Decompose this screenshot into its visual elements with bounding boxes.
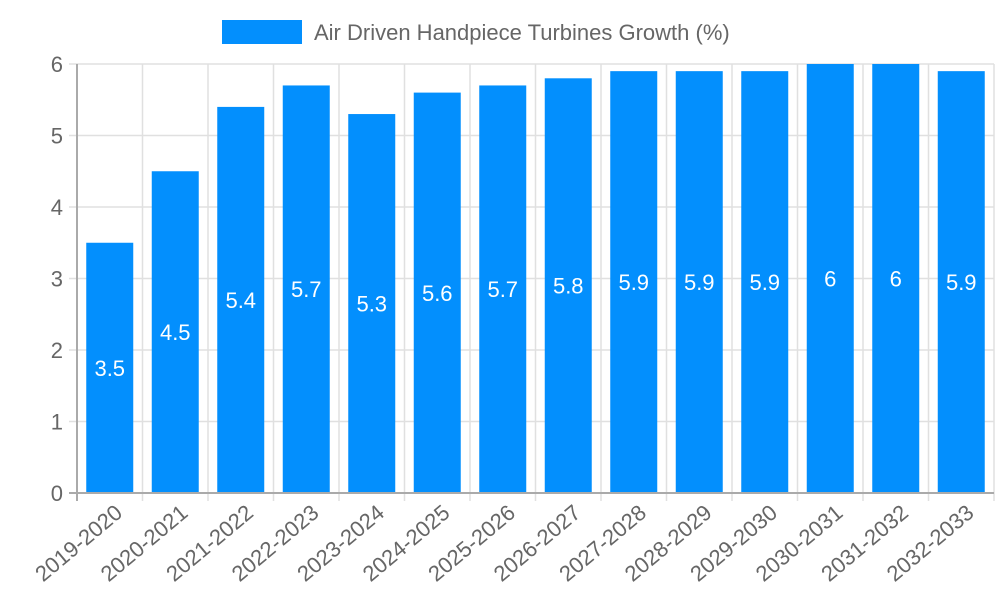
legend-swatch: [222, 20, 302, 44]
bar-value-label: 5.9: [618, 270, 649, 295]
bar[interactable]: [348, 114, 396, 494]
bar[interactable]: [675, 71, 723, 494]
y-tick-label: 0: [51, 481, 63, 506]
bar-value-label: 5.9: [946, 270, 977, 295]
bar[interactable]: [544, 78, 592, 494]
y-tick-label: 5: [51, 124, 63, 149]
bar[interactable]: [151, 171, 199, 493]
y-tick-label: 1: [51, 410, 63, 435]
bar-value-label: 3.5: [94, 356, 125, 381]
y-tick-label: 2: [51, 338, 63, 363]
bar[interactable]: [479, 85, 527, 493]
bar[interactable]: [610, 71, 658, 494]
y-tick-label: 3: [51, 267, 63, 292]
bar-value-label: 6: [890, 267, 902, 292]
bar-value-label: 5.7: [487, 277, 518, 302]
bar-value-label: 5.3: [356, 292, 387, 317]
bar-value-label: 4.5: [160, 320, 191, 345]
legend-label: Air Driven Handpiece Turbines Growth (%): [314, 20, 730, 45]
bar-value-label: 6: [824, 267, 836, 292]
bar[interactable]: [282, 85, 330, 493]
bar-value-label: 5.4: [225, 288, 256, 313]
bar[interactable]: [413, 92, 461, 493]
bar[interactable]: [217, 106, 265, 494]
bars: 3.5 4.5 5.4 5.7 5.3 5.6 5.7 5.8 5.9 5.9 5.9 6 6 5.9: [86, 64, 985, 494]
bar-value-label: 5.9: [684, 270, 715, 295]
bar[interactable]: [741, 71, 789, 494]
bar[interactable]: [86, 242, 134, 493]
bar[interactable]: [937, 71, 985, 494]
legend[interactable]: Air Driven Handpiece Turbines Growth (%): [222, 20, 730, 45]
y-tick-label: 4: [51, 195, 63, 220]
bar-value-label: 5.6: [422, 281, 453, 306]
bar[interactable]: [872, 64, 920, 493]
bar-value-label: 5.7: [291, 277, 322, 302]
bar-value-label: 5.9: [749, 270, 780, 295]
grid: [69, 63, 995, 501]
y-tick-label: 6: [51, 52, 63, 77]
bar-value-label: 5.8: [553, 274, 584, 299]
bar[interactable]: [806, 64, 854, 493]
